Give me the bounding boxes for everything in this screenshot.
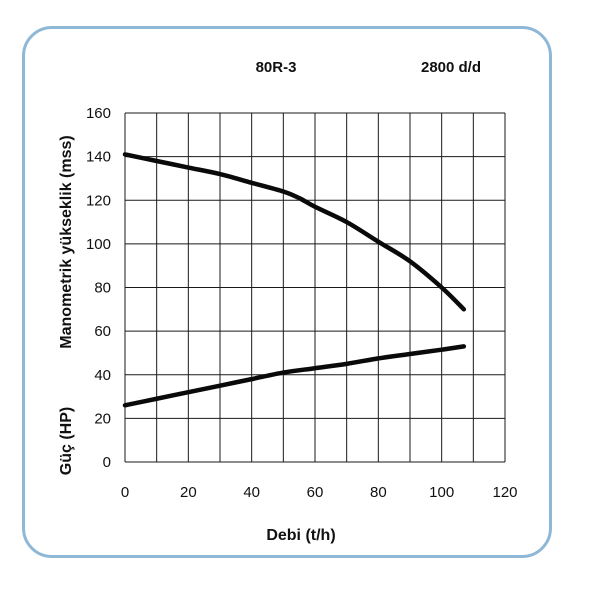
y-axis-label-power: Güç (HP) — [58, 407, 75, 475]
head-curve — [122, 152, 467, 312]
x-tick-label: 100 — [429, 484, 454, 501]
y-tick-label: 60 — [94, 323, 111, 340]
y-tick-label: 140 — [86, 149, 111, 166]
power-curve — [122, 344, 467, 408]
y-tick-label: 80 — [94, 280, 111, 297]
x-tick-label: 40 — [243, 484, 260, 501]
y-axis-label-head: Manometrik yükseklik (mss) — [58, 135, 75, 348]
y-tick-label: 160 — [86, 105, 111, 122]
x-tick-label: 0 — [121, 484, 129, 501]
x-tick-label: 20 — [180, 484, 197, 501]
chart-frame — [22, 26, 552, 558]
x-axis-label: Debi (t/h) — [266, 527, 335, 544]
speed-label: 2800 d/d — [421, 59, 481, 76]
curves — [122, 152, 467, 408]
tick-labels: 0 20 40 60 80 100 120 0 20 40 60 80 100 120 140 160 — [86, 105, 518, 501]
y-tick-label: 100 — [86, 236, 111, 253]
x-tick-label: 80 — [370, 484, 387, 501]
y-tick-label: 0 — [103, 454, 111, 471]
y-tick-label: 120 — [86, 192, 111, 209]
x-tick-label: 60 — [307, 484, 324, 501]
y-tick-label: 20 — [94, 410, 111, 427]
model-label: 80R-3 — [256, 59, 297, 76]
y-tick-label: 40 — [94, 367, 111, 384]
x-tick-label: 120 — [492, 484, 517, 501]
